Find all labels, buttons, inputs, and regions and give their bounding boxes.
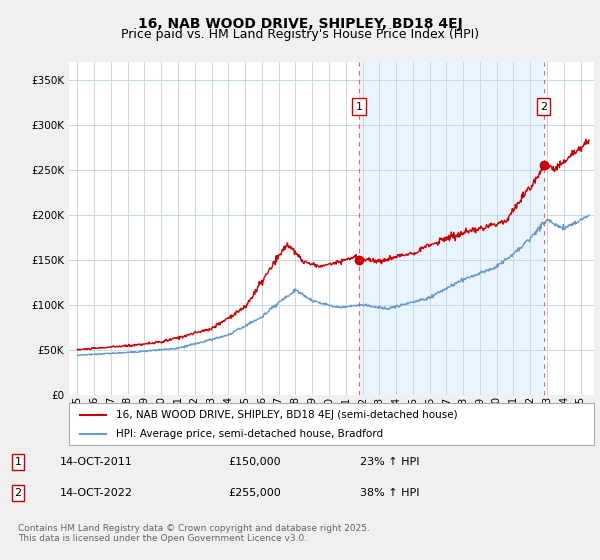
Text: £255,000: £255,000: [228, 488, 281, 498]
Text: 1: 1: [356, 101, 362, 111]
Bar: [359, 62, 544, 395]
Text: 16, NAB WOOD DRIVE, SHIPLEY, BD18 4EJ (semi-detached house): 16, NAB WOOD DRIVE, SHIPLEY, BD18 4EJ (s…: [116, 409, 458, 419]
Text: 38% ↑ HPI: 38% ↑ HPI: [360, 488, 419, 498]
Text: Contains HM Land Registry data © Crown copyright and database right 2025.
This d: Contains HM Land Registry data © Crown c…: [18, 524, 370, 543]
Text: Price paid vs. HM Land Registry's House Price Index (HPI): Price paid vs. HM Land Registry's House …: [121, 28, 479, 41]
Text: 14-OCT-2022: 14-OCT-2022: [60, 488, 133, 498]
Text: 2: 2: [540, 101, 547, 111]
Text: 16, NAB WOOD DRIVE, SHIPLEY, BD18 4EJ: 16, NAB WOOD DRIVE, SHIPLEY, BD18 4EJ: [137, 17, 463, 31]
Text: HPI: Average price, semi-detached house, Bradford: HPI: Average price, semi-detached house,…: [116, 429, 383, 439]
Text: £150,000: £150,000: [228, 457, 281, 467]
Text: 14-OCT-2011: 14-OCT-2011: [60, 457, 133, 467]
Text: 2: 2: [14, 488, 22, 498]
Text: 23% ↑ HPI: 23% ↑ HPI: [360, 457, 419, 467]
Text: 1: 1: [14, 457, 22, 467]
